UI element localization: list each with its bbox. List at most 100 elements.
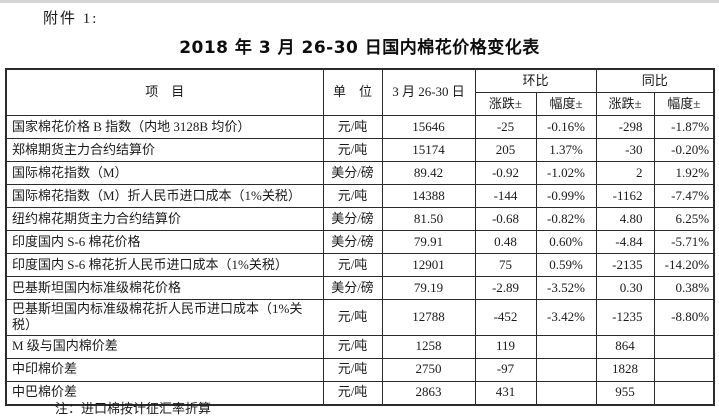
cell-price: 1258: [381, 334, 476, 359]
cell-item: 印度国内 S-6 棉花折人民币进口成本（1%关税）: [5, 253, 324, 277]
cell-unit: 美分/磅: [322, 276, 383, 300]
table-header: 项 目 单 位 3 月 26-30 日 环比 同比 涨跌± 幅度± 涨跌± 幅度…: [5, 68, 715, 116]
cell-mom-range: 0.60%: [535, 230, 597, 254]
header-yoy: 同比: [595, 68, 715, 93]
cell-item: 中印棉价差: [5, 357, 324, 382]
attachment-label: 附件 1:: [43, 11, 99, 27]
cell-yoy-range: -14.20%: [653, 253, 715, 277]
cell-price: 12901: [381, 253, 476, 277]
cell-mom-change: 205: [474, 138, 537, 162]
cell-mom-change: 75: [474, 253, 537, 277]
table-row: 巴基斯坦国内标准级棉花价格 美分/磅 79.19 -2.89 -3.52% 0.30 0.3…: [5, 276, 715, 300]
cell-item: 印度国内 S-6 棉花价格: [5, 230, 324, 254]
cell-item: 巴基斯坦国内标准级棉花价格: [5, 276, 324, 300]
cell-price: 14388: [381, 184, 476, 208]
cell-mom-change: -0.92: [474, 161, 537, 185]
cell-yoy-change: -4.84: [595, 230, 655, 254]
table-row: 印度国内 S-6 棉花折人民币进口成本（1%关税） 元/吨 12901 75 0.59%…: [5, 253, 715, 277]
cell-yoy-range: 6.25%: [653, 207, 715, 231]
table-row: 印度国内 S-6 棉花价格 美分/磅 79.91 0.48 0.60% -4.84 -5.7…: [5, 230, 715, 254]
cell-unit: 元/吨: [322, 115, 383, 139]
cell-yoy-range: -0.20%: [653, 138, 715, 162]
cell-price: 81.50: [381, 207, 476, 231]
table-row: 中巴棉价差 元/吨 2863 431 955: [5, 380, 715, 405]
cell-price: 2863: [381, 380, 476, 405]
cell-item: 纽约棉花期货主力合约结算价: [5, 207, 324, 231]
cell-unit: 元/吨: [322, 184, 383, 208]
cell-yoy-range: [653, 380, 715, 405]
cell-yoy-change: 1828: [595, 357, 655, 382]
header-mom-change: 涨跌±: [474, 92, 537, 116]
cell-mom-change: -97: [474, 357, 537, 382]
header-mom-range: 幅度±: [535, 92, 597, 116]
header-row-sub: 涨跌± 幅度± 涨跌± 幅度±: [6, 92, 715, 116]
cell-yoy-range: [653, 357, 715, 382]
cell-yoy-range: -1.87%: [653, 115, 715, 139]
cell-yoy-change: 864: [595, 334, 655, 359]
cell-price: 2750: [381, 357, 476, 382]
cell-unit: 美分/磅: [322, 230, 383, 254]
cell-mom-change: -144: [474, 184, 537, 208]
cell-item: 国家棉花价格 B 指数（内地 3128B 均价）: [5, 115, 324, 139]
cell-item: 国际棉花指数（M）: [5, 161, 324, 185]
cell-unit: 元/吨: [322, 138, 383, 162]
cell-yoy-change: -298: [595, 115, 655, 139]
cell-yoy-range: -7.47%: [653, 184, 715, 208]
cell-mom-change: 119: [474, 334, 537, 359]
cell-mom-range: -3.52%: [535, 276, 597, 300]
cell-mom-range: [535, 334, 597, 359]
table-row: 国家棉花价格 B 指数（内地 3128B 均价） 元/吨 15646 -25 -0.16…: [5, 115, 715, 139]
cell-unit: 美分/磅: [322, 207, 383, 231]
cell-mom-range: -1.02%: [535, 161, 597, 185]
cell-yoy-range: -5.71%: [653, 230, 715, 254]
cell-mom-range: -0.16%: [535, 115, 597, 139]
cell-mom-range: 0.59%: [535, 253, 597, 277]
cell-mom-range: -3.42%: [535, 299, 597, 336]
cell-item: 国际棉花指数（M）折人民币进口成本（1%关税）: [5, 184, 324, 208]
table-row: 国际棉花指数（M）折人民币进口成本（1%关税） 元/吨 14388 -144 -0.99…: [5, 184, 715, 208]
cell-unit: 元/吨: [322, 253, 383, 277]
cell-mom-change: -452: [474, 299, 537, 336]
cell-unit: 元/吨: [322, 380, 383, 405]
cell-mom-change: -25: [474, 115, 537, 139]
cell-yoy-range: -8.80%: [653, 299, 715, 336]
cell-yoy-range: 1.92%: [653, 161, 715, 185]
cell-yoy-change: -1162: [595, 184, 655, 208]
cell-mom-change: -2.89: [474, 276, 537, 300]
cell-mom-change: 0.48: [474, 230, 537, 254]
cell-price: 15174: [381, 138, 476, 162]
cell-item: M 级与国内棉价差: [5, 334, 324, 359]
cell-item: 郑棉期货主力合约结算价: [5, 138, 324, 162]
cell-price: 15646: [381, 115, 476, 139]
scan-top-edge: [0, 0, 719, 3]
cell-mom-range: 1.37%: [535, 138, 597, 162]
cell-yoy-change: 2: [595, 161, 655, 185]
table-row: 中印棉价差 元/吨 2750 -97 1828: [5, 357, 715, 382]
table-row: 巴基斯坦国内标准级棉花折人民币进口成本（1%关税） 元/吨 12788 -452 -3.…: [5, 299, 715, 336]
table-row: 纽约棉花期货主力合约结算价 美分/磅 81.50 -0.68 -0.82% 4.80 6.2…: [5, 207, 715, 231]
header-unit: 单 位: [322, 68, 383, 116]
cell-yoy-range: [653, 334, 715, 359]
cell-yoy-change: 4.80: [595, 207, 655, 231]
cell-item: 巴基斯坦国内标准级棉花折人民币进口成本（1%关税）: [5, 299, 324, 336]
table-row: 国际棉花指数（M） 美分/磅 89.42 -0.92 -1.02% 2 1.92%: [5, 161, 715, 185]
cell-price: 89.42: [381, 161, 476, 185]
cell-unit: 元/吨: [322, 357, 383, 382]
cell-price: 79.91: [381, 230, 476, 254]
header-item: 项 目: [5, 68, 324, 116]
cell-mom-range: -0.82%: [535, 207, 597, 231]
cell-yoy-change: -2135: [595, 253, 655, 277]
table-row: 郑棉期货主力合约结算价 元/吨 15174 205 1.37% -30 -0.20%: [5, 138, 715, 162]
cell-price: 12788: [381, 299, 476, 336]
table-note: 注：进口棉按计征汇率折算: [55, 401, 212, 416]
header-mom: 环比: [474, 68, 597, 93]
cell-mom-range: [535, 380, 597, 405]
header-row-top: 项 目 单 位 3 月 26-30 日 环比 同比: [5, 68, 715, 116]
table-row: M 级与国内棉价差 元/吨 1258 119 864: [5, 334, 715, 359]
header-period: 3 月 26-30 日: [381, 68, 476, 116]
cotton-price-table: 项 目 单 位 3 月 26-30 日 环比 同比 涨跌± 幅度± 涨跌± 幅度…: [5, 68, 716, 406]
cell-mom-change: -0.68: [474, 207, 537, 231]
cell-mom-change: 431: [474, 380, 537, 405]
page-title: 2018 年 3 月 26-30 日国内棉花价格变化表: [179, 38, 540, 58]
cell-mom-range: -0.99%: [535, 184, 597, 208]
